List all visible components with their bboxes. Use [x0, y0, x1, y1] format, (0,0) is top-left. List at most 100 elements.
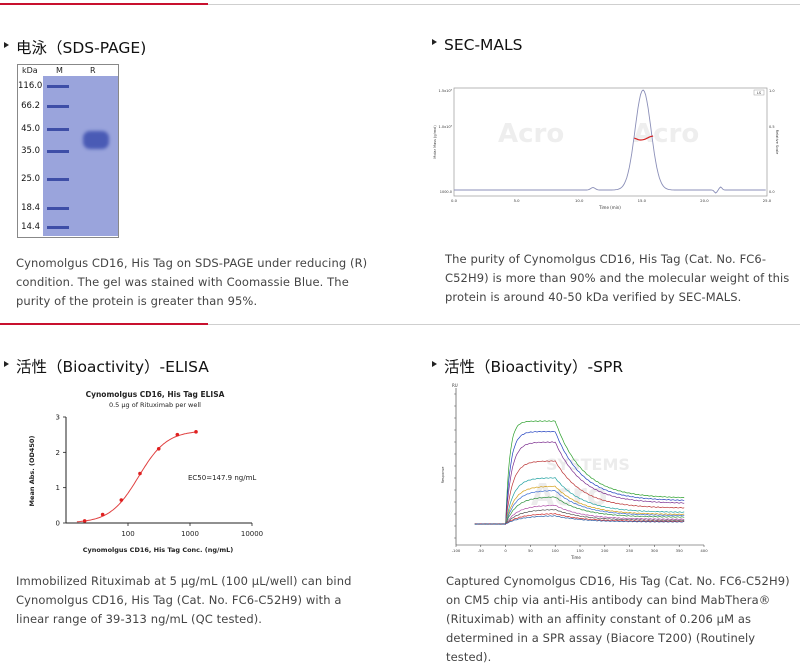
legend-label: LS [757, 91, 762, 95]
marker-label: 25.0 [21, 174, 40, 184]
caption-line: The purity of Cynomolgus CD16, His Tag (… [445, 252, 767, 266]
ladder-band [47, 128, 69, 131]
y-axis-label: Molar Mass (g/mol) [433, 125, 437, 159]
watermark-logo: Acro [531, 478, 607, 513]
y-tick-label: 2 [56, 449, 60, 457]
x-tick-label: -50 [478, 548, 485, 553]
caption-line: protein is around 40-50 kDa verified by … [445, 290, 742, 304]
y2-axis-label: Relative Scale [775, 130, 779, 155]
sensorgram-curve [474, 509, 685, 525]
caption-line: Captured Cynomolgus CD16, His Tag (Cat. … [446, 574, 790, 588]
watermark-logo: Acro [633, 119, 699, 149]
ladder-band [47, 105, 69, 108]
ec50-annotation: EC50=147.9 ng/mL [188, 474, 256, 482]
x-axis-label: Time (min) [598, 205, 621, 210]
ladder-band [47, 207, 69, 210]
watermark-logo: Acro [498, 119, 564, 149]
x-tick-label: 350 [676, 548, 684, 553]
caption-line: C52H9) is more than 90% and the molecula… [445, 271, 790, 285]
x-tick-label: 10.0 [575, 198, 584, 203]
sensorgram-curve [474, 441, 685, 525]
y-tick-label: 1.5x10⁵ [439, 89, 453, 93]
sec-mals-caption: The purity of Cynomolgus CD16, His Tag (… [445, 250, 789, 307]
caption-line: on CM5 chip via anti-His antibody can bi… [446, 593, 771, 607]
ladder-band [47, 178, 69, 181]
sec-mals-chart: Acro Acro 0.0 5.0 10.0 15.0 20.0 25.0 1000.0 1… [433, 87, 779, 210]
ladder-band [47, 150, 69, 153]
x-tick-label: 100 [121, 530, 134, 538]
x-tick-label: 0.0 [451, 198, 458, 203]
y2-tick-label: 0.5 [769, 125, 775, 129]
y-axis-label: Response [441, 467, 445, 484]
sds-page-gel-image: kDa M R 116.0 66.2 45.0 35.0 25.0 18.4 1… [17, 64, 119, 238]
x-tick-label: 200 [601, 548, 609, 553]
top-accent-line [0, 3, 208, 5]
fit-curve [76, 431, 197, 523]
gel-lane-r-label: R [90, 66, 96, 75]
bullet-triangle-icon [432, 360, 437, 367]
gel-header: kDa M R [18, 65, 118, 76]
caption-line: (Rituximab) with an affinity constant of… [446, 612, 752, 626]
molar-mass-trace [634, 135, 654, 141]
marker-label: 66.2 [21, 101, 40, 111]
plot-frame [453, 87, 768, 197]
caption-line: determined in a SPR assay (Biacore T200)… [446, 631, 756, 664]
caption-line: Immobilized Rituximab at 5 μg/mL (100 μL… [16, 574, 352, 588]
sensorgram-curve [474, 504, 685, 525]
sensorgram-curve [474, 515, 685, 525]
bullet-triangle-icon [4, 360, 9, 367]
data-point [175, 432, 180, 437]
elisa-title: 活性（Bioactivity）-ELISA [4, 355, 209, 377]
y-tick-label: 3 [56, 414, 60, 422]
marker-label: 14.4 [21, 222, 40, 232]
x-tick-label: 400 [700, 548, 708, 553]
sensorgram-curve [474, 420, 685, 525]
sensorgram-curve [474, 496, 685, 525]
x-tick-label: 5.0 [514, 198, 521, 203]
gel-lanes [43, 76, 118, 236]
x-tick-label: 300 [651, 548, 659, 553]
sensorgram-curve [474, 430, 685, 525]
elisa-caption: Immobilized Rituximab at 5 μg/mL (100 μL… [16, 572, 352, 629]
marker-label: 45.0 [21, 124, 40, 134]
sec-mals-title-text: SEC-MALS [444, 36, 523, 54]
x-tick-label: 10000 [241, 530, 263, 538]
spr-title: 活性（Bioactivity）-SPR [432, 355, 623, 377]
sec-mals-title: SEC-MALS [432, 36, 523, 54]
x-tick-label: 1000 [181, 530, 199, 538]
data-point [82, 519, 87, 523]
data-point [119, 498, 124, 502]
data-point [138, 471, 142, 476]
marker-label: 116.0 [18, 81, 43, 91]
sds-page-title-text: 电泳（SDS-PAGE) [16, 39, 147, 57]
watermark-logo: SYSTEMS [546, 455, 630, 474]
legend-box [753, 89, 765, 96]
x-tick-label: 150 [576, 548, 584, 553]
marker-label: 18.4 [21, 203, 40, 213]
elisa-chart: Cynomolgus CD16, His Tag ELISA 0.5 μg of… [28, 390, 263, 554]
sensorgram-curve [474, 477, 685, 525]
sds-page-caption: Cynomolgus CD16, His Tag on SDS-PAGE und… [16, 254, 367, 311]
y-tick-label: 1 [56, 484, 60, 492]
x-tick-label: 25.0 [763, 198, 772, 203]
y-tick-label: 1000.0 [440, 190, 452, 194]
ladder-band [47, 85, 69, 88]
data-point [100, 512, 105, 517]
middle-divider [0, 324, 800, 325]
marker-label: 35.0 [21, 146, 40, 156]
x-axis-label: Time [570, 555, 581, 560]
y2-tick-label: 0.0 [769, 190, 775, 194]
gel-kda-label: kDa [22, 66, 38, 75]
y-axis-label: Mean Abs. (OD450) [28, 436, 36, 507]
x-axis-label: Cynomolgus CD16, His Tag Conc. (ng/mL) [83, 546, 234, 554]
x-tick-label: 100 [552, 548, 560, 553]
sensorgram-curve [474, 513, 685, 525]
y2-tick-label: 1.0 [769, 89, 775, 93]
caption-line: condition. The gel was stained with Coom… [16, 275, 349, 289]
y-axis-unit: RU [452, 383, 458, 388]
y-tick-label: 1.0x10⁵ [439, 125, 453, 129]
chart-subtitle: 0.5 μg of Rituximab per well [109, 401, 201, 409]
ladder-band [47, 226, 69, 229]
sensorgram-curve [474, 460, 685, 525]
x-tick-label: 250 [626, 548, 634, 553]
